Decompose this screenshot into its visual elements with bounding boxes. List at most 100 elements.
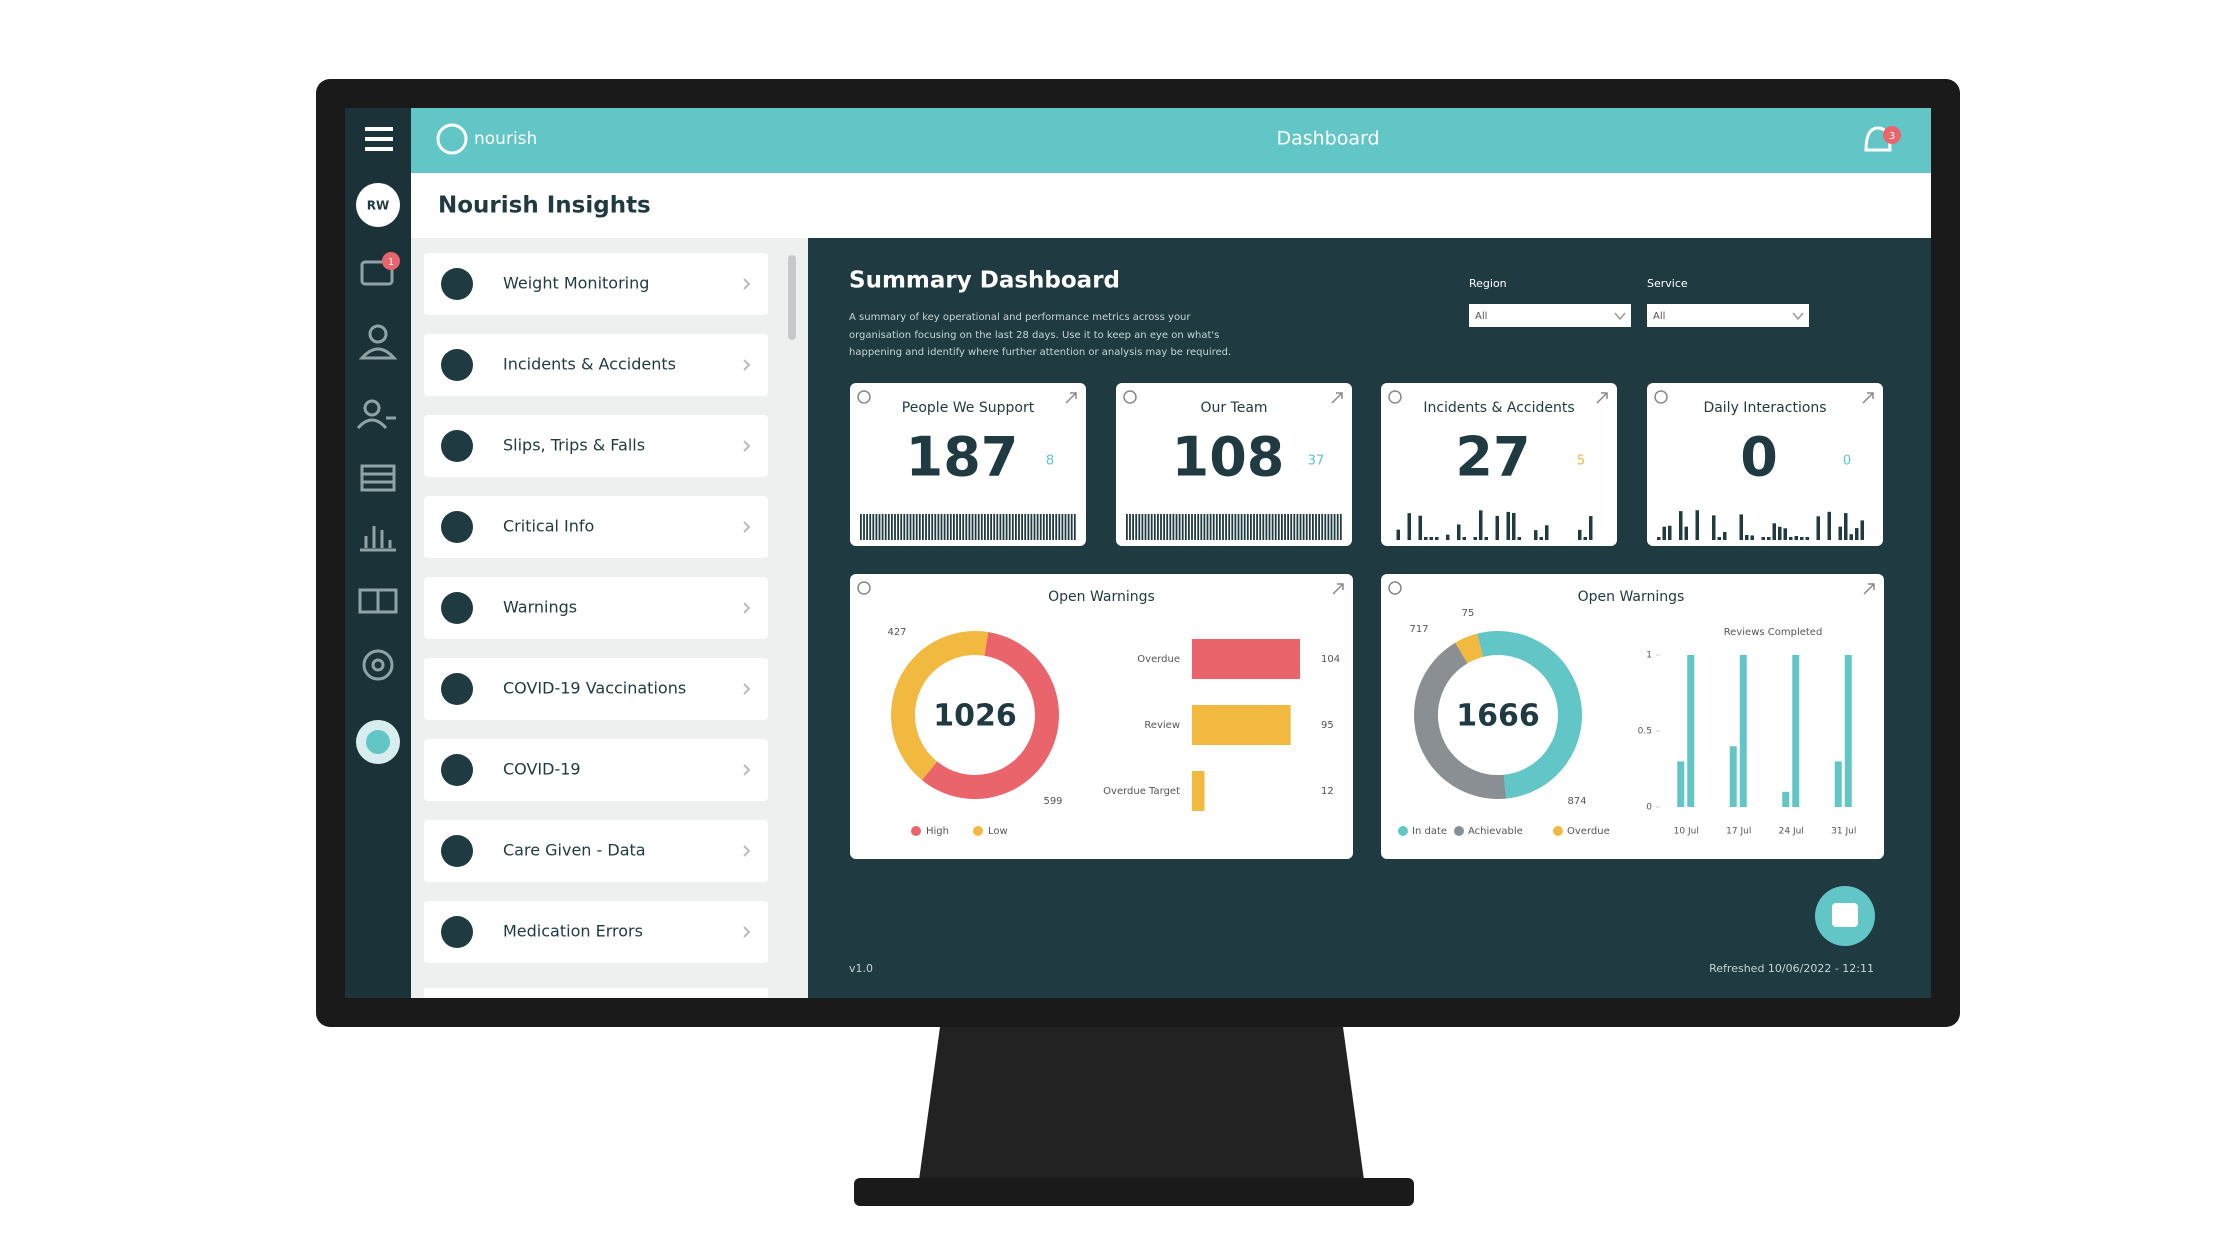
spark-bar: [1181, 514, 1184, 540]
spark-bar: [1184, 514, 1187, 540]
spark-bar: [1695, 510, 1699, 540]
menu-label: Critical Info: [503, 517, 594, 536]
spark-bar: [940, 514, 943, 540]
menu-icon: [441, 835, 473, 867]
spark-bar: [990, 514, 992, 540]
summary-card: [1116, 383, 1352, 546]
info-icon: [1388, 581, 1402, 595]
menu-item[interactable]: [424, 334, 768, 396]
filter-select[interactable]: [1469, 304, 1631, 327]
spark-bar: [1479, 510, 1483, 540]
messages-badge: [382, 252, 400, 270]
menu-item[interactable]: [424, 253, 768, 315]
spark-bar: [1418, 515, 1422, 540]
bar-label: Review: [1144, 720, 1180, 731]
chevron: [743, 278, 751, 290]
dashboard-title: Summary Dashboard: [849, 268, 1120, 294]
spark-bar: [878, 514, 881, 540]
spark-bar: [891, 514, 893, 540]
menu-item[interactable]: [424, 739, 768, 801]
legend-swatch: [973, 826, 983, 836]
spark-bar: [1315, 514, 1317, 540]
dropdown-arrow: [1792, 312, 1804, 321]
x-tick-label: 17 Jul: [1726, 827, 1751, 837]
card-title: Incidents & Accidents: [1423, 400, 1574, 416]
version: v1.0: [849, 962, 873, 975]
filter-label: Region: [1469, 277, 1507, 290]
spark-bar: [1302, 514, 1305, 540]
spark-bar: [1783, 528, 1787, 540]
expand-icon[interactable]: [1862, 392, 1874, 404]
spark-bar: [1219, 514, 1221, 540]
spark-bar: [984, 514, 986, 540]
menu-icon: [441, 268, 473, 300]
spark-bar: [1175, 514, 1178, 540]
spark-bar: [1212, 514, 1215, 540]
expand-icon[interactable]: [1332, 583, 1344, 595]
description-line: happening and identify where further att…: [849, 347, 1231, 358]
spark-bar: [897, 514, 899, 540]
menu-item[interactable]: [424, 415, 768, 477]
bar-value: 104: [1321, 654, 1340, 665]
spark-bar: [1484, 537, 1488, 540]
spark-bar: [1429, 537, 1433, 540]
avatar-initials: RW: [367, 199, 389, 213]
spark-bar: [1178, 514, 1181, 540]
card-change: 5: [1577, 454, 1585, 469]
summary-card: [1647, 383, 1883, 546]
spark-bar: [1274, 514, 1277, 540]
spark-bar: [1197, 514, 1200, 540]
monitor-base: [854, 1178, 1414, 1206]
filter-value: All: [1653, 311, 1665, 322]
menu-icon: [441, 511, 473, 543]
spark-bar: [1684, 526, 1688, 540]
spark-bar: [1679, 511, 1683, 540]
description-line: organisation focusing on the last 28 day…: [849, 330, 1219, 341]
spark-bar: [909, 514, 912, 540]
menu-item[interactable]: [424, 658, 768, 720]
menu-item[interactable]: [424, 820, 768, 882]
spark-bar: [1668, 525, 1672, 540]
spark-bar: [1308, 514, 1311, 540]
bar-value: 12: [1321, 786, 1334, 797]
menu-item[interactable]: [424, 496, 768, 558]
avatar[interactable]: [356, 183, 400, 227]
spark-bar: [1163, 514, 1165, 540]
bar-value: 95: [1321, 720, 1334, 731]
menu-item[interactable]: [424, 577, 768, 639]
messages-icon[interactable]: [360, 260, 394, 286]
segment-label: 75: [1462, 608, 1475, 619]
expand-icon[interactable]: [1863, 583, 1875, 595]
spark-bar: [863, 514, 865, 540]
bar: [1192, 771, 1205, 811]
menu-icon: [441, 916, 473, 948]
spark-bar: [887, 514, 890, 540]
spark-bar: [1318, 514, 1320, 540]
menu-item[interactable]: [424, 901, 768, 963]
spark-bar: [946, 514, 949, 540]
logo-icon: [436, 123, 468, 155]
legend-swatch: [1553, 826, 1563, 836]
spark-bar: [918, 514, 921, 540]
spark-bar: [1534, 530, 1538, 540]
donut-segment: [891, 631, 989, 781]
spark-bar: [1225, 514, 1227, 540]
spark-bar: [875, 514, 878, 540]
menu-button[interactable]: [365, 127, 393, 151]
chevron: [743, 683, 751, 695]
expand-icon[interactable]: [1596, 392, 1608, 404]
sparkline: [1396, 510, 1593, 540]
x-tick-label: 24 Jul: [1779, 827, 1804, 837]
rail-icons: [356, 324, 398, 681]
expand-icon[interactable]: [1331, 392, 1343, 404]
spark-bar: [1312, 514, 1314, 540]
spark-bar: [1256, 514, 1258, 540]
spark-bar: [1073, 514, 1076, 540]
filter-select[interactable]: [1647, 304, 1809, 327]
menu-icon: [441, 673, 473, 705]
expand-icon[interactable]: [1065, 392, 1077, 404]
spark-bar: [1838, 526, 1842, 540]
chart-title: Reviews Completed: [1724, 627, 1823, 638]
spark-bar: [1827, 511, 1831, 540]
refreshed: Refreshed 10/06/2022 - 12:11: [1709, 962, 1874, 975]
